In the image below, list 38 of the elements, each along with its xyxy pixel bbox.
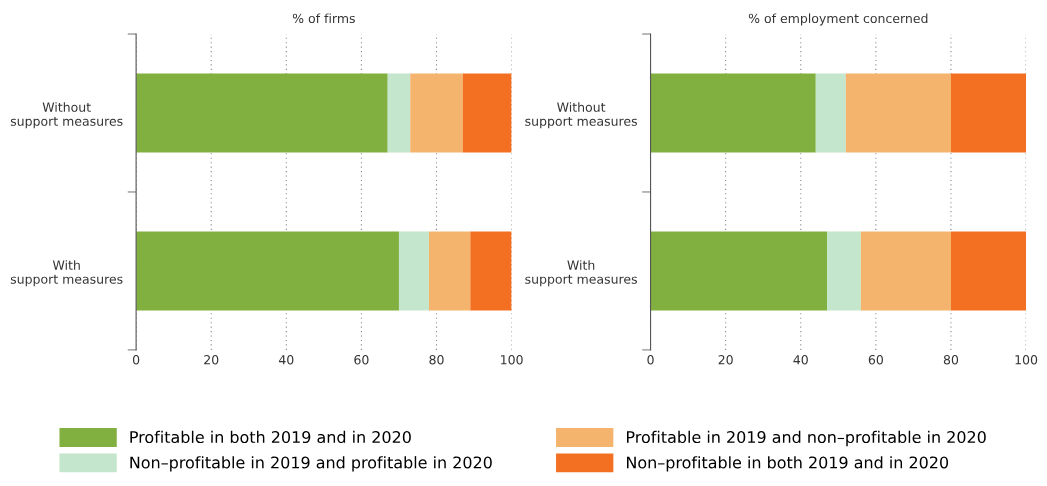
bar xyxy=(136,73,388,153)
y-tick-label: Without support measures xyxy=(525,102,637,129)
bar xyxy=(136,231,399,311)
bar xyxy=(950,73,1027,153)
chart-title: % of employment concerned xyxy=(748,13,928,26)
x-tick-label: 20 xyxy=(718,355,733,365)
y-tick-label: Without support measures xyxy=(10,102,123,129)
bar xyxy=(845,73,951,153)
x-tick-label: 80 xyxy=(943,355,959,365)
y-tick-label: With support measures xyxy=(525,260,637,287)
x-tick-label: 0 xyxy=(132,355,140,365)
bar xyxy=(410,73,463,153)
bar xyxy=(429,231,471,311)
bar xyxy=(470,231,512,311)
x-tick-label: 100 xyxy=(501,355,523,365)
chart-title: % of firms xyxy=(292,13,355,24)
bar xyxy=(387,73,411,153)
x-tick-label: 40 xyxy=(278,355,294,365)
legend-label: Non–profitable in both 2019 and in 2020 xyxy=(627,456,949,472)
x-tick-label: 0 xyxy=(647,355,654,365)
y-tick-label: With support measures xyxy=(10,260,123,287)
bar xyxy=(398,231,429,311)
legend-label: Non–profitable in 2019 and profitable in 2020 xyxy=(130,456,492,472)
bar xyxy=(950,231,1027,311)
x-tick-label: 100 xyxy=(1015,355,1038,365)
x-tick-label: 60 xyxy=(868,355,883,365)
x-tick-label: 80 xyxy=(429,355,444,365)
bar xyxy=(827,231,861,311)
x-tick-label: 20 xyxy=(204,355,219,365)
x-tick-label: 40 xyxy=(793,355,808,365)
bar xyxy=(860,231,951,311)
x-tick-label: 60 xyxy=(354,355,369,365)
legend-label: Profitable in both 2019 and in 2020 xyxy=(130,430,411,444)
bar xyxy=(815,73,846,153)
legend-label: Profitable in 2019 and non–profitable in 2020 xyxy=(627,430,986,447)
bar xyxy=(650,73,816,153)
bar xyxy=(462,73,512,153)
bar xyxy=(650,231,828,311)
